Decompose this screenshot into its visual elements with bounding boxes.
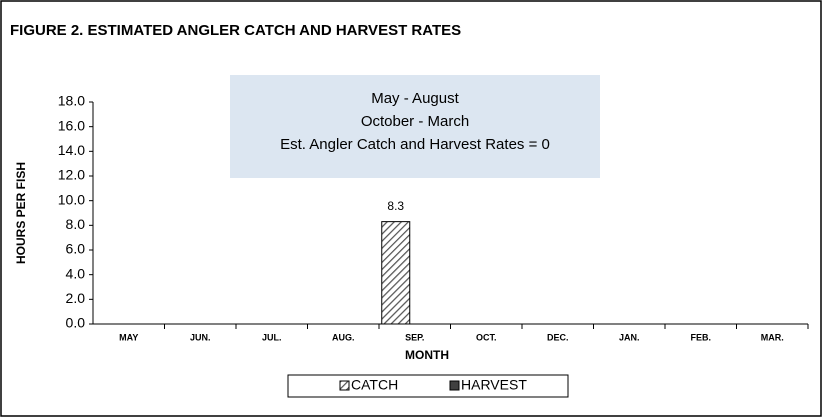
legend-swatch bbox=[339, 380, 350, 391]
x-tick-label: SEP. bbox=[405, 332, 424, 342]
x-tick-label: JUL. bbox=[262, 332, 282, 342]
x-tick-label: AUG. bbox=[332, 332, 355, 342]
y-tick-label: 14.0 bbox=[58, 142, 85, 158]
x-axis-label: MONTH bbox=[405, 348, 449, 362]
annotation-box bbox=[230, 75, 600, 178]
y-tick-label: 10.0 bbox=[58, 191, 85, 207]
bar bbox=[381, 221, 411, 325]
annotation: Est. Angler Catch and Harvest Rates = 0 bbox=[280, 136, 550, 153]
y-tick-label: 6.0 bbox=[66, 241, 86, 257]
x-tick-label: JUN. bbox=[190, 332, 211, 342]
legend-label: HARVEST bbox=[461, 377, 527, 393]
y-tick-label: 16.0 bbox=[58, 117, 85, 133]
x-tick-label: FEB. bbox=[690, 332, 711, 342]
y-tick-label: 0.0 bbox=[66, 315, 86, 331]
annotation: October - March bbox=[361, 113, 469, 130]
y-tick-label: 8.0 bbox=[66, 216, 86, 232]
x-tick-label: MAR. bbox=[761, 332, 784, 342]
x-tick-label: OCT. bbox=[476, 332, 497, 342]
data-label: 8.3 bbox=[387, 199, 404, 213]
annotation: May - August bbox=[371, 90, 459, 107]
y-tick-label: 18.0 bbox=[58, 93, 85, 109]
y-axis-label: HOURS PER FISH bbox=[14, 162, 28, 264]
legend bbox=[287, 374, 569, 398]
legend-swatch bbox=[449, 380, 460, 391]
x-tick-label: DEC. bbox=[547, 332, 569, 342]
y-tick-label: 2.0 bbox=[66, 290, 86, 306]
legend-label: CATCH bbox=[351, 377, 398, 393]
y-tick-label: 4.0 bbox=[66, 265, 86, 281]
chart-title: FIGURE 2. ESTIMATED ANGLER CATCH AND HAR… bbox=[10, 22, 461, 39]
x-tick-label: JAN. bbox=[619, 332, 640, 342]
x-tick-label: MAY bbox=[119, 332, 138, 342]
y-tick-label: 12.0 bbox=[58, 167, 85, 183]
